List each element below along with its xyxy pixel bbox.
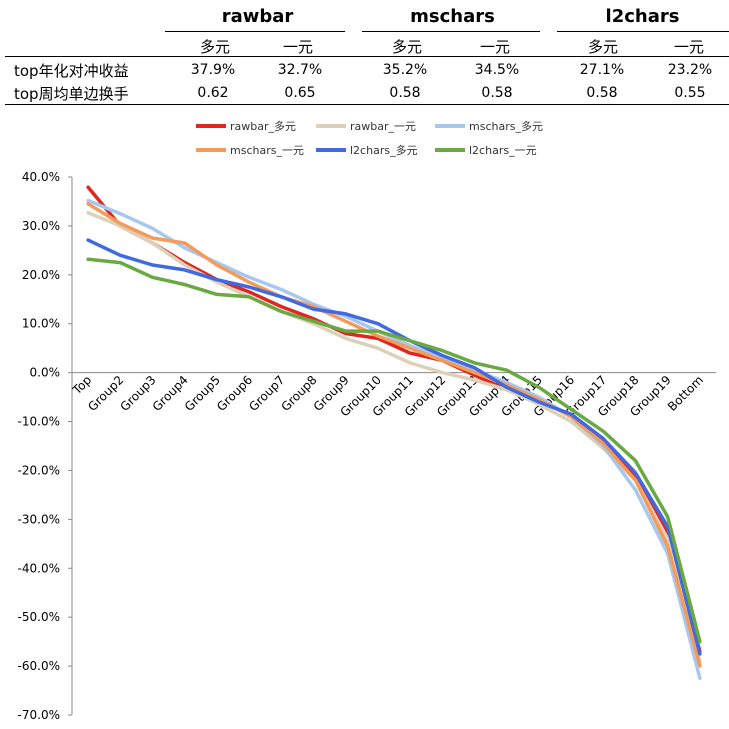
line-chart: rawbar_多元 rawbar_一元 mschars_多元 mschars_一元 l2… — [18, 119, 716, 722]
group-header-l2chars: l2chars — [605, 6, 680, 27]
group-rule-l2chars — [557, 31, 729, 32]
group-rule-mschars — [362, 31, 540, 32]
y-tick-label: 10.0% — [22, 317, 60, 331]
cell-turnover-rawbar-multi: 0.62 — [197, 85, 229, 101]
row-label-return: top年化对冲收益 — [14, 62, 129, 80]
series-line-1 — [86, 210, 702, 663]
series-lines — [86, 185, 702, 681]
subheader-mschars-multi: 多元 — [391, 38, 422, 56]
y-tick-label: -70.0% — [18, 708, 60, 722]
legend-label-2: mschars_多元 — [469, 119, 543, 133]
legend-label-1: rawbar_一元 — [350, 120, 416, 133]
legend: rawbar_多元 rawbar_一元 mschars_多元 mschars_一元 l2… — [196, 119, 543, 157]
cell-return-l2chars-multi: 27.1% — [579, 62, 625, 78]
y-axis: 40.0% 30.0% 20.0% 10.0% 0.0% -10.0% -20.0% -30.… — [18, 170, 73, 722]
subheader-l2chars-single: 一元 — [673, 38, 704, 56]
legend-label-3: mschars_一元 — [230, 144, 304, 157]
series-line-4 — [86, 238, 702, 656]
series-line-2 — [86, 198, 702, 681]
header-rule — [5, 56, 729, 57]
x-axis: TopGroup2Group3Group4Group5Group6Group7G… — [69, 372, 716, 419]
cell-turnover-l2chars-multi: 0.58 — [586, 85, 618, 101]
cell-return-mschars-single: 34.5% — [474, 62, 520, 78]
subheader-mschars-single: 一元 — [479, 38, 510, 56]
subheader-rawbar-multi: 多元 — [199, 38, 230, 56]
cell-turnover-mschars-single: 0.58 — [481, 85, 513, 101]
y-tick-label: 0.0% — [30, 366, 61, 380]
series-line-0 — [86, 185, 702, 654]
subheader-rawbar-single: 一元 — [282, 38, 313, 56]
cell-turnover-rawbar-single: 0.65 — [284, 85, 316, 101]
row-label-turnover: top周均单边换手 — [14, 85, 129, 103]
y-tick-label: 40.0% — [22, 170, 60, 184]
cell-turnover-l2chars-single: 0.55 — [674, 85, 706, 101]
group-header-mschars: mschars — [410, 6, 495, 27]
x-tick-label: Top — [69, 373, 94, 398]
x-tick-label: Bottom — [665, 373, 706, 414]
legend-label-5: l2chars_一元 — [469, 144, 537, 157]
cell-return-l2chars-single: 23.2% — [667, 62, 713, 78]
y-tick-label: -10.0% — [18, 415, 60, 429]
cell-return-mschars-multi: 35.2% — [382, 62, 428, 78]
series-line-5 — [86, 257, 702, 644]
y-tick-label: -20.0% — [18, 463, 60, 477]
y-tick-label: -50.0% — [18, 610, 60, 624]
subheader-l2chars-multi: 多元 — [587, 38, 618, 56]
legend-label-0: rawbar_多元 — [230, 119, 296, 133]
group-header-rawbar: rawbar — [221, 6, 294, 27]
summary-table: rawbar mschars l2chars 多元 一元 多元 一元 多元 一元… — [0, 0, 729, 110]
bottom-rule — [5, 104, 729, 105]
series-line-3 — [86, 202, 702, 668]
group-rule-rawbar — [165, 31, 345, 32]
cell-turnover-mschars-multi: 0.58 — [389, 85, 421, 101]
y-tick-label: 20.0% — [22, 268, 60, 282]
legend-label-4: l2chars_多元 — [350, 143, 418, 157]
y-tick-label: -40.0% — [18, 561, 60, 575]
cell-return-rawbar-multi: 37.9% — [190, 62, 236, 78]
y-tick-label: -60.0% — [18, 659, 60, 673]
cell-return-rawbar-single: 32.7% — [277, 62, 323, 78]
y-tick-label: -30.0% — [18, 512, 60, 526]
y-tick-label: 30.0% — [22, 219, 60, 233]
